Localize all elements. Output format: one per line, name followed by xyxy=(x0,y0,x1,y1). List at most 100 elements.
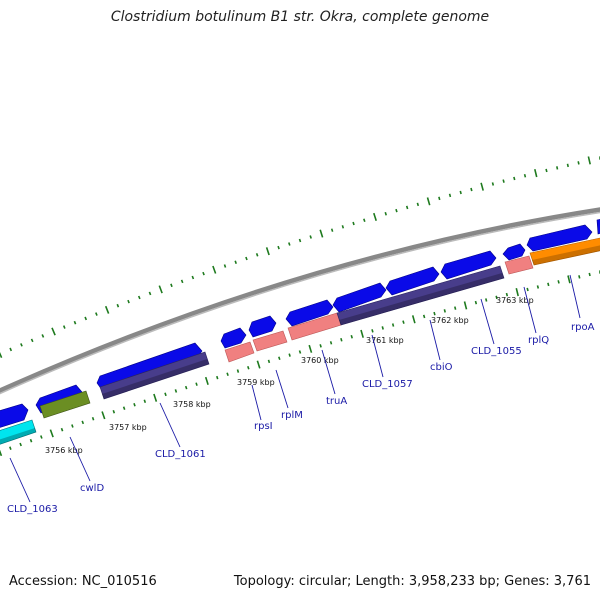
track-dot xyxy=(62,325,66,329)
gene-label-cwlD[interactable]: cwlD xyxy=(80,483,104,494)
track-dot xyxy=(41,334,45,338)
track-dot xyxy=(101,411,106,420)
track-dot xyxy=(534,169,538,178)
track-dot xyxy=(454,306,457,310)
cds-arrow[interactable] xyxy=(332,282,387,313)
gene-label-rplM[interactable]: rplM xyxy=(281,410,303,421)
label-leaders xyxy=(9,274,581,503)
track-dot xyxy=(9,446,12,450)
track-dot xyxy=(216,375,219,380)
track-dot xyxy=(567,275,571,284)
track-dot xyxy=(164,392,167,397)
tick-label: 3758 kbp xyxy=(173,400,211,409)
track-dot xyxy=(308,344,313,353)
track-dot xyxy=(470,187,473,192)
track-dot xyxy=(137,295,141,300)
gene-label-rplQ[interactable]: rplQ xyxy=(528,335,549,346)
gene-label-rpsI[interactable]: rpsI xyxy=(254,421,273,432)
track-dot xyxy=(212,265,217,274)
gene-label-cbiO[interactable]: cbiO xyxy=(430,362,453,373)
track-dot xyxy=(547,282,550,287)
cds-arrow[interactable] xyxy=(440,250,497,280)
track-dot xyxy=(588,272,591,277)
genome-backbone-shadow xyxy=(0,211,600,395)
track-dot xyxy=(426,197,431,206)
track-dot xyxy=(202,271,205,276)
track-dot xyxy=(545,168,548,173)
track-dot xyxy=(459,190,462,195)
track-dot xyxy=(566,163,569,168)
track-dot xyxy=(340,337,343,342)
feature-bar-CLD_1061[interactable] xyxy=(99,351,210,400)
track-dot xyxy=(578,275,581,279)
cds-arrow[interactable] xyxy=(220,327,247,349)
feature-bar-track xyxy=(0,237,600,446)
feature-bar-CLD_1063[interactable] xyxy=(0,419,37,446)
track-dot xyxy=(298,350,302,354)
track-dot xyxy=(491,182,495,186)
track-dot xyxy=(556,166,559,170)
track-dot xyxy=(513,176,516,181)
track-dot xyxy=(184,385,188,390)
track-dot xyxy=(9,347,13,352)
track-dot xyxy=(416,202,420,207)
track-dot xyxy=(234,260,237,264)
gene-label-CLD_1061[interactable]: CLD_1061 xyxy=(155,449,206,460)
tick-label: 3759 kbp xyxy=(237,378,275,387)
feature-bar-rpoA[interactable] xyxy=(529,237,600,266)
track-dot xyxy=(515,288,519,297)
track-dot xyxy=(298,238,302,243)
track-dot xyxy=(371,329,374,333)
feature-bar-rplM[interactable] xyxy=(252,330,288,352)
track-dot xyxy=(40,435,43,439)
track-dot xyxy=(330,228,334,232)
feature-bar-CLD_1057-cbiO-CLD_1055[interactable] xyxy=(336,265,505,326)
track-dot xyxy=(19,442,22,447)
cds-arrow[interactable] xyxy=(248,315,277,338)
cds-arrow[interactable] xyxy=(596,218,600,235)
bar-shade xyxy=(339,273,504,325)
genome-backbone xyxy=(0,207,600,394)
cds-arrow[interactable] xyxy=(502,243,526,261)
track-dot xyxy=(60,427,64,432)
track-dot xyxy=(0,351,3,359)
track-dot xyxy=(153,393,158,402)
track-dot xyxy=(236,369,240,373)
cds-arrow-track xyxy=(0,218,600,429)
track-dot xyxy=(536,285,540,289)
gene-label-truA[interactable]: truA xyxy=(326,396,347,407)
track-dot xyxy=(247,366,250,370)
track-dot xyxy=(329,341,333,345)
track-dot xyxy=(448,193,452,198)
track-dot xyxy=(577,161,580,165)
track-dot xyxy=(158,285,163,294)
track-dot xyxy=(526,287,529,292)
track-dot xyxy=(223,264,227,268)
dot-track xyxy=(0,156,600,359)
track-dot xyxy=(226,372,229,377)
track-dot xyxy=(91,417,95,421)
track-dot xyxy=(384,211,387,216)
track-dot xyxy=(391,323,395,327)
track-dot xyxy=(148,291,152,296)
feature-bar-rpsI[interactable] xyxy=(224,341,255,363)
track-dot xyxy=(319,229,324,238)
gene-label-rpoA[interactable]: rpoA xyxy=(571,322,595,333)
track-dot xyxy=(127,299,130,304)
track-dot xyxy=(267,359,271,364)
cds-arrow[interactable] xyxy=(285,299,334,327)
feature-bar-rplQ[interactable] xyxy=(504,255,534,275)
track-dot xyxy=(277,245,280,250)
gene-label-CLD_1057[interactable]: CLD_1057 xyxy=(362,379,413,390)
cds-arrow[interactable] xyxy=(0,403,29,429)
track-dot xyxy=(360,329,364,338)
track-dot xyxy=(195,382,198,386)
gene-label-CLD_1063[interactable]: CLD_1063 xyxy=(7,504,58,515)
cds-arrow[interactable] xyxy=(526,224,593,252)
cds-arrow[interactable] xyxy=(385,266,440,296)
track-dot xyxy=(319,344,322,348)
track-dot xyxy=(49,429,54,438)
gene-label-CLD_1055[interactable]: CLD_1055 xyxy=(471,346,522,357)
feature-bar-cwlD[interactable] xyxy=(39,390,91,419)
